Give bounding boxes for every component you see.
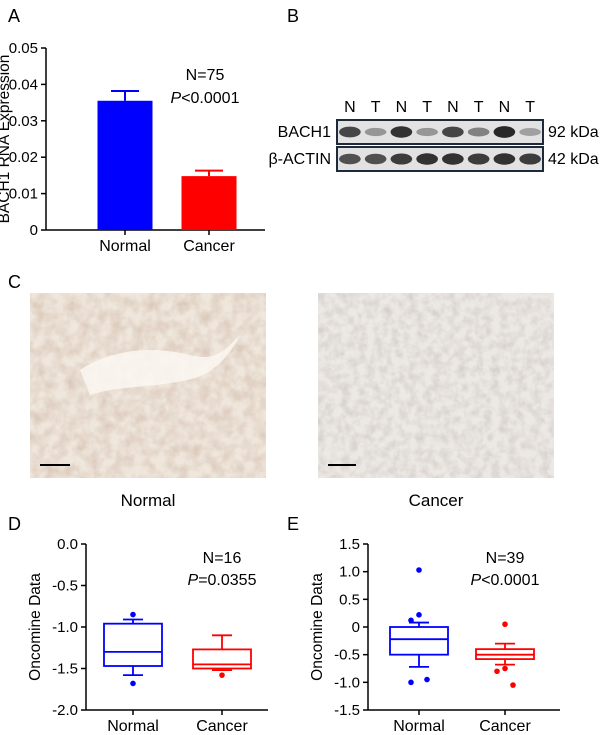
y-tick-label: 0	[352, 619, 360, 636]
outlier-point	[416, 612, 422, 618]
y-tick-label: 0.0	[57, 536, 78, 553]
blot-row-label: β-ACTIN	[268, 151, 331, 168]
y-tick-label: -0.5	[52, 578, 78, 595]
p-annotation: P=0.0355	[188, 572, 257, 589]
y-tick-label: -1.5	[334, 702, 360, 719]
outlier-point	[510, 682, 516, 688]
blot-band	[416, 153, 438, 165]
p-value: <0.0001	[481, 572, 539, 589]
blot-band	[442, 153, 464, 165]
y-axis-label: BACH1 RNA Expression	[0, 55, 13, 224]
y-tick-label: -1.5	[52, 661, 78, 678]
n-annotation: N=75	[186, 67, 225, 84]
y-tick-label: -0.5	[334, 647, 360, 664]
blot-band	[390, 153, 413, 165]
blot-band	[364, 153, 387, 165]
panel-label-b: B	[287, 6, 299, 26]
panel-label-a: A	[8, 6, 20, 26]
chart-d: 0.0 -0.5 -1.0 -1.5 -2.0 Oncomine Data Normal Ca…	[27, 536, 268, 735]
blot-band	[390, 126, 413, 138]
blot-band	[467, 127, 490, 137]
ihc-cancer-caption: Cancer	[409, 491, 464, 510]
blot-band	[339, 126, 361, 138]
y-tick-label: 0.03	[9, 113, 38, 130]
x-tick-label: Normal	[107, 718, 159, 735]
blot-band	[364, 127, 387, 137]
bar-cancer	[181, 176, 237, 230]
lane-label: T	[525, 99, 535, 116]
lane-label: N	[344, 99, 356, 116]
x-tick-label: Cancer	[479, 718, 531, 735]
outlier-point	[130, 680, 136, 687]
outlier-point	[424, 676, 430, 683]
outlier-point	[416, 567, 422, 573]
blot-band	[493, 126, 516, 138]
n-annotation: N=16	[203, 550, 242, 567]
ihc-normal-image	[30, 293, 266, 478]
outlier-point	[130, 611, 136, 618]
lane-label: N	[499, 99, 511, 116]
ihc-cancer-image	[318, 293, 554, 478]
blot-band	[442, 126, 464, 138]
ihc-normal-caption: Normal	[121, 491, 176, 510]
panel-label-c: C	[8, 272, 21, 292]
y-axis-label: Oncomine Data	[27, 573, 44, 681]
x-tick-label: Normal	[393, 718, 445, 735]
y-tick-label: 0.05	[9, 40, 38, 57]
blot-band	[493, 153, 516, 165]
lane-label: T	[474, 99, 484, 116]
y-tick-label: 1.5	[339, 536, 360, 553]
blot-size-label: 92 kDa	[548, 124, 599, 141]
blot-band	[467, 153, 490, 165]
y-tick-label: 0	[30, 222, 38, 239]
y-tick-label: 0.02	[9, 149, 38, 166]
p-symbol: P	[171, 90, 182, 107]
chart-e: 1.5 1.0 0.5 0 -0.5 -1.0 -1.5 Oncomine Data Norma…	[309, 536, 560, 735]
outlier-point	[408, 617, 414, 624]
p-value: <0.0001	[181, 90, 239, 107]
blot-band	[519, 153, 541, 165]
y-tick-label: 0.01	[9, 186, 38, 203]
blot-row-label: BACH1	[278, 124, 331, 141]
x-tick-label: Cancer	[196, 718, 248, 735]
n-annotation: N=39	[486, 550, 525, 567]
panel-label-d: D	[8, 514, 21, 534]
outlier-point	[408, 679, 414, 686]
bar-normal	[97, 100, 153, 230]
y-tick-label: 0.04	[9, 76, 38, 93]
x-tick-label: Cancer	[183, 238, 235, 255]
y-tick-label: 0.5	[339, 591, 360, 608]
box-normal	[103, 622, 163, 667]
blot-band	[519, 128, 541, 136]
p-symbol: P	[471, 572, 482, 589]
y-tick-label: -2.0	[52, 702, 78, 719]
lane-label: N	[447, 99, 459, 116]
blot-band	[339, 153, 361, 165]
outlier-point	[219, 672, 225, 678]
x-tick-label: Normal	[99, 238, 151, 255]
y-axis-label: Oncomine Data	[309, 573, 326, 681]
outlier-point	[502, 665, 508, 672]
p-annotation: P<0.0001	[471, 572, 540, 589]
box-cancer	[192, 648, 252, 670]
blot-band	[416, 127, 438, 137]
y-tick-label: 1.0	[339, 564, 360, 581]
outlier-point	[502, 621, 508, 628]
p-symbol: P	[188, 572, 199, 589]
p-annotation: P<0.0001	[171, 90, 240, 107]
box-normal	[389, 626, 449, 656]
blot-size-label: 42 kDa	[548, 151, 599, 168]
lane-label: N	[396, 99, 408, 116]
lane-label: T	[422, 99, 432, 116]
y-tick-label: -1.0	[52, 619, 78, 636]
panel-label-e: E	[287, 514, 299, 534]
lane-label: T	[371, 99, 381, 116]
outlier-point	[494, 668, 500, 675]
p-value: =0.0355	[198, 572, 256, 589]
y-tick-label: -1.0	[334, 674, 360, 691]
